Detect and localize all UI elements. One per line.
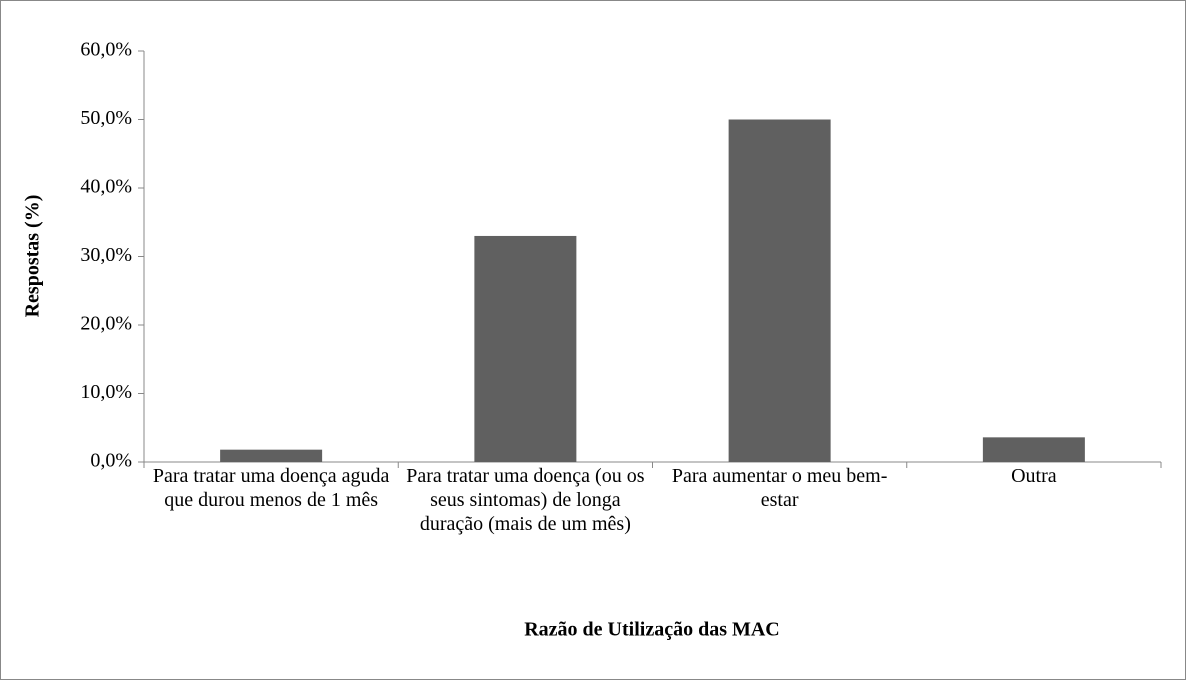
y-tick-label: 40,0%	[80, 176, 132, 198]
y-axis-label: Respostas (%)	[22, 195, 44, 318]
bar	[474, 235, 577, 462]
x-tick-label: Para tratar uma doença (ou os seus sinto…	[406, 465, 645, 535]
bar	[982, 437, 1085, 462]
bar	[728, 119, 831, 462]
y-tick-label: 30,0%	[80, 244, 132, 266]
x-tick-label: Para aumentar o meu bem-estar	[671, 465, 888, 511]
y-tick-label: 0,0%	[90, 450, 132, 472]
y-tick-label: 10,0%	[80, 381, 132, 403]
x-tick-label: Outra	[1011, 465, 1057, 487]
y-tick-label: 60,0%	[80, 39, 132, 61]
x-axis-label: Razão de Utilização das MAC	[524, 619, 780, 641]
y-tick-label: 50,0%	[80, 107, 132, 129]
bar	[220, 449, 323, 462]
x-tick-label: Para tratar uma doença aguda que durou m…	[152, 465, 390, 511]
y-tick-label: 20,0%	[80, 313, 132, 335]
